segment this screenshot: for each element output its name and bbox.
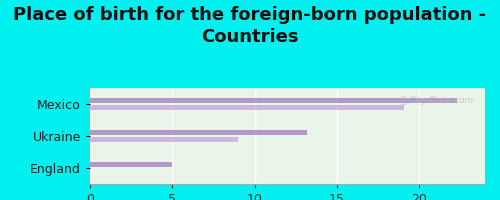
Bar	[90, 162, 172, 167]
Bar	[90, 130, 307, 135]
Bar	[90, 137, 238, 142]
Text: Place of birth for the foreign-born population -
Countries: Place of birth for the foreign-born popu…	[14, 6, 486, 46]
Bar	[90, 105, 404, 110]
Bar	[90, 98, 457, 103]
Text: ⓘ City-Data.com: ⓘ City-Data.com	[401, 96, 473, 105]
